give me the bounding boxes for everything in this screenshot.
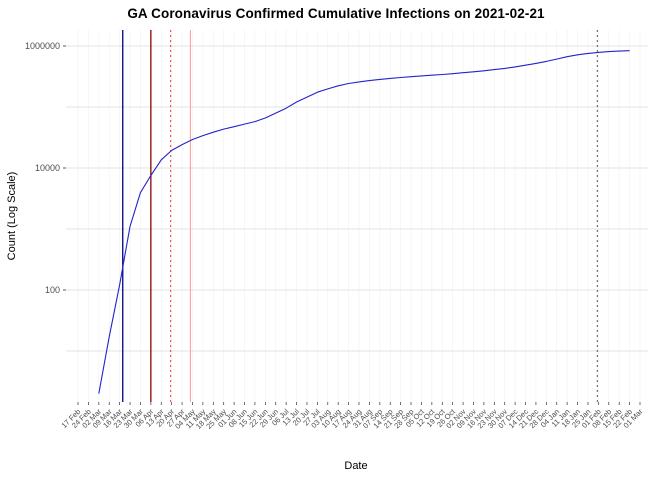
y-tick-label: 10000 <box>35 163 60 173</box>
y-tick-label: 100 <box>45 285 60 295</box>
series-line <box>98 50 630 394</box>
y-tick-label: 1000000 <box>25 41 60 51</box>
x-axis-title: Date <box>344 460 368 472</box>
chart-title: GA Coronavirus Confirmed Cumulative Infe… <box>127 6 545 21</box>
